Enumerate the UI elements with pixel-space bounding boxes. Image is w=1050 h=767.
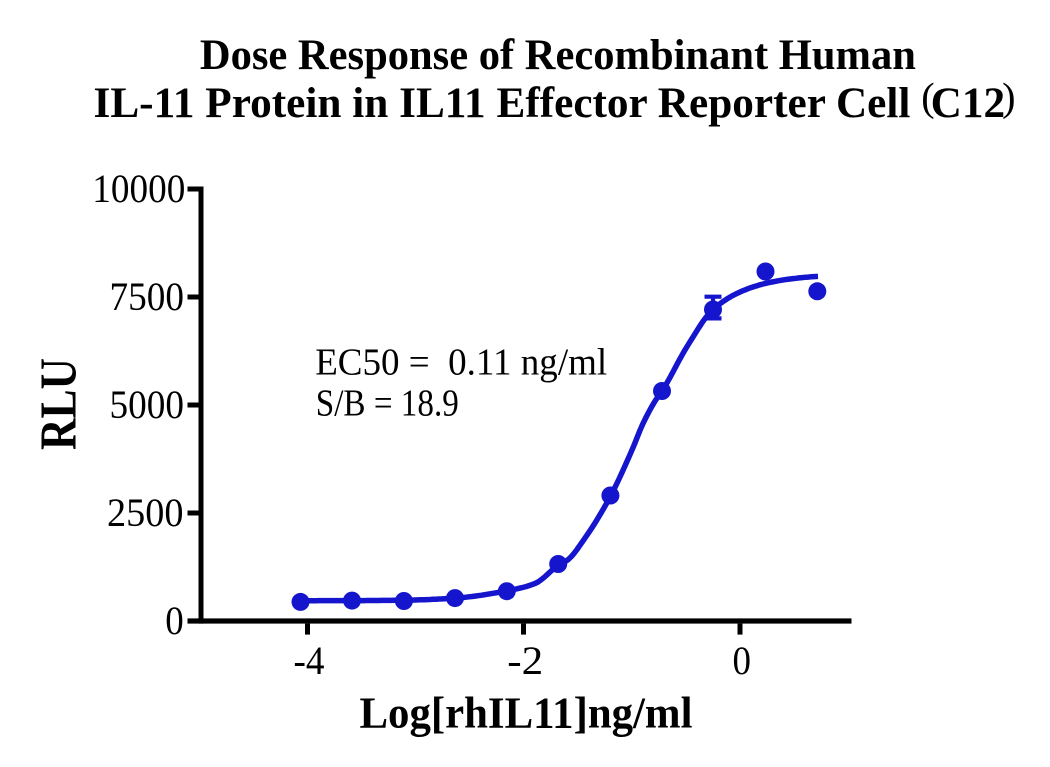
svg-text:0: 0 [165,598,184,643]
svg-text:10000: 10000 [92,166,185,211]
svg-text:IL-11 Protein in IL11 Effector: IL-11 Protein in IL11 Effector Reporter … [94,75,1016,128]
svg-text:-2: -2 [507,638,543,683]
svg-text:S/B = 18.9: S/B = 18.9 [316,383,459,425]
svg-text:Log[rhIL11]ng/ml: Log[rhIL11]ng/ml [360,689,693,738]
svg-text:RLU: RLU [31,358,88,450]
svg-text:7500: 7500 [110,274,185,319]
svg-text:Dose Response of Recombinant H: Dose Response of Recombinant Human [200,32,916,79]
svg-text:0: 0 [733,638,752,683]
svg-text:-4: -4 [294,638,325,683]
svg-text:EC50 = 0.11 ng/ml: EC50 = 0.11 ng/ml [315,342,607,384]
svg-text:5000: 5000 [110,382,185,427]
svg-text:2500: 2500 [107,490,184,535]
